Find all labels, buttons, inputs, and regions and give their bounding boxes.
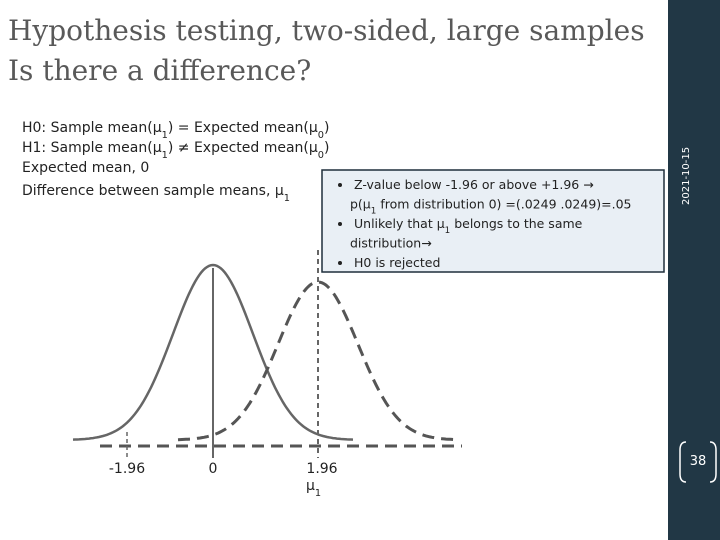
text-run: Unlikely that μ bbox=[354, 216, 445, 231]
axis-label: 1.96 bbox=[306, 461, 337, 477]
text-run: H0 is rejected bbox=[354, 255, 440, 270]
bullet bbox=[338, 222, 342, 226]
callout-line: distribution→ bbox=[350, 236, 432, 251]
body-line: H1: Sample mean(μ1) ≠ Expected mean(μ0) bbox=[22, 140, 330, 161]
text-run: H1: Sample mean(μ bbox=[22, 140, 162, 156]
bullet bbox=[338, 183, 342, 187]
sidebar bbox=[668, 0, 720, 540]
subscript: 1 bbox=[445, 226, 451, 236]
subscript: 1 bbox=[371, 207, 377, 217]
text-run: from distribution 0) =(.0249 .0249)=.05 bbox=[376, 197, 631, 212]
bullet bbox=[338, 261, 342, 265]
text-run: Z-value below -1.96 or above +1.96 → bbox=[354, 177, 594, 192]
subscript: 1 bbox=[284, 193, 290, 204]
text-run: p(μ bbox=[350, 197, 371, 212]
callout-box bbox=[321, 169, 665, 273]
axis-label: -1.96 bbox=[109, 461, 145, 477]
callout-line: p(μ1 from distribution 0) =(.0249 .0249)… bbox=[350, 197, 632, 217]
null-distribution bbox=[72, 263, 354, 441]
callout-line: Z-value below -1.96 or above +1.96 → bbox=[354, 177, 594, 192]
text-run: ) = Expected mean(μ bbox=[168, 120, 318, 136]
title-line: Is there a difference? bbox=[8, 54, 311, 87]
text-run: Difference between sample means, μ bbox=[22, 183, 284, 199]
text-run: H0: Sample mean(μ bbox=[22, 120, 162, 136]
text-run: ) bbox=[324, 140, 329, 156]
axis-label: 0 bbox=[209, 461, 218, 477]
date: 2021-10-15 bbox=[681, 147, 692, 205]
subscript: 1 bbox=[162, 130, 168, 141]
text-run: Expected mean, 0 bbox=[22, 160, 149, 176]
alt-distribution bbox=[177, 280, 459, 442]
body-line: H0: Sample mean(μ1) = Expected mean(μ0) bbox=[22, 120, 330, 141]
body-line: Difference between sample means, μ1 bbox=[22, 183, 290, 204]
subscript: 1 bbox=[162, 150, 168, 161]
title-line: Hypothesis testing, two-sided, large sam… bbox=[8, 14, 645, 47]
page-number-frame bbox=[679, 441, 717, 483]
figure bbox=[72, 250, 462, 458]
text-run: belongs to the same bbox=[450, 216, 582, 231]
mu-label: μ1 bbox=[306, 478, 321, 499]
body-line: Expected mean, 0 bbox=[22, 160, 149, 176]
subscript: 0 bbox=[318, 130, 324, 141]
text-run: ) bbox=[324, 120, 329, 136]
text-run: ) ≠ Expected mean(μ bbox=[168, 140, 318, 156]
callout-line: Unlikely that μ1 belongs to the same bbox=[354, 216, 583, 236]
subscript: 0 bbox=[318, 150, 324, 161]
page-number: 38 bbox=[690, 454, 707, 469]
subscript: 1 bbox=[315, 488, 321, 499]
text-run: μ bbox=[306, 478, 315, 494]
text-run: distribution→ bbox=[350, 236, 432, 251]
callout-line: H0 is rejected bbox=[354, 255, 440, 270]
